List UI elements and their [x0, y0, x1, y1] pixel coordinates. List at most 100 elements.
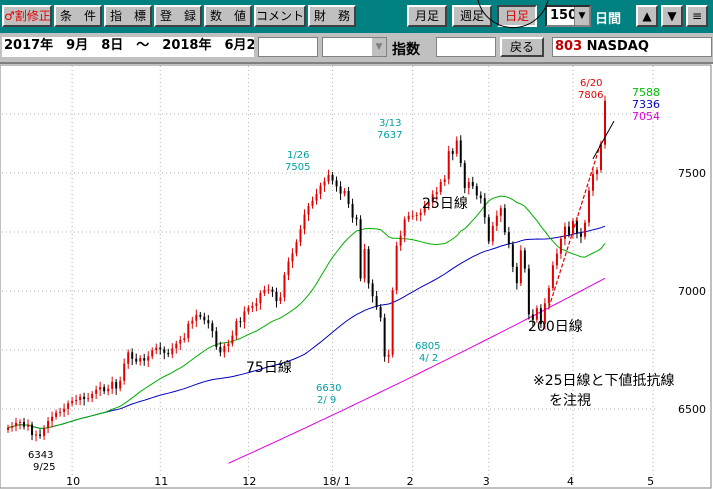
low-apr-date: 4/ 2 — [419, 353, 438, 364]
chevron-down-icon[interactable]: ▼ — [372, 38, 386, 56]
candle-body — [183, 338, 186, 340]
candle-body — [391, 290, 394, 355]
date-range-field[interactable]: 2017年 9月 8日 ～ 2018年 6月22日 — [2, 37, 254, 57]
candle-body — [315, 194, 318, 201]
candle-body — [215, 331, 218, 347]
scroll-up-button[interactable]: ▲ — [636, 5, 658, 27]
candle-body — [343, 190, 346, 194]
candle-body — [135, 358, 138, 362]
candle-body — [499, 208, 502, 216]
symbol-field[interactable]: 803 NASDAQ — [552, 37, 712, 57]
candle-body — [11, 425, 14, 428]
candle-body — [247, 307, 250, 312]
candle-body — [359, 219, 362, 279]
candle-body — [515, 266, 518, 284]
low-start-date: 9/25 — [33, 462, 55, 473]
candle-body — [355, 217, 358, 220]
candle-body — [451, 151, 454, 154]
candle-body — [79, 396, 82, 401]
candle-body — [443, 179, 446, 182]
candle-body — [591, 174, 594, 191]
x-tick-label: 12 — [242, 475, 256, 488]
high-jun-value: 7806 — [578, 90, 603, 101]
candle-body — [507, 232, 510, 245]
values-button[interactable]: 数 値 — [204, 5, 252, 27]
monthly-button[interactable]: 月足 — [407, 5, 447, 27]
candle-body — [283, 274, 286, 298]
candle-body — [55, 412, 58, 417]
scroll-down-button[interactable]: ▼ — [661, 5, 683, 27]
candle-body — [523, 250, 526, 269]
candle-body — [75, 400, 78, 402]
candle-body — [331, 174, 334, 181]
condition-button[interactable]: 条 件 — [54, 5, 102, 27]
candle-body — [275, 291, 278, 302]
candle-body — [347, 190, 350, 204]
candle-body — [419, 212, 422, 216]
back-button[interactable]: 戻る — [500, 37, 544, 57]
candle-body — [599, 144, 602, 170]
index-field[interactable] — [436, 37, 496, 57]
candlestick-series — [7, 95, 606, 442]
candle-body — [223, 345, 226, 353]
daily-button[interactable]: 日足 — [497, 5, 537, 27]
note-line-2: を注視 — [549, 393, 591, 409]
candle-body — [543, 303, 546, 325]
candle-body — [519, 250, 522, 284]
candle-body — [479, 195, 482, 199]
candle-body — [239, 321, 242, 323]
comment-button[interactable]: コメント — [254, 5, 306, 27]
candle-body — [263, 289, 266, 294]
candle-body — [99, 387, 102, 390]
main-toolbar: ♂割修正 条 件 指 標 登 録 数 値 コメント 財 務 月足 週足 日足 1… — [0, 0, 713, 33]
candle-body — [159, 347, 162, 350]
candle-body — [467, 181, 470, 189]
split-adjust-button[interactable]: ♂割修正 — [2, 5, 52, 27]
candle-body — [43, 427, 46, 436]
menu-button[interactable]: ≡ — [686, 5, 708, 27]
candle-body — [291, 253, 294, 262]
option-select[interactable]: ▼ — [322, 37, 387, 57]
candle-body — [295, 242, 298, 254]
period-count-value: 150 — [550, 8, 578, 23]
candle-body — [67, 403, 70, 409]
low-feb-date: 2/ 9 — [317, 395, 336, 406]
y-tick-label: 6500 — [678, 403, 706, 416]
candle-body — [604, 100, 606, 145]
candle-body — [243, 311, 246, 323]
symbol-name: NASDAQ — [586, 39, 649, 54]
candle-body — [123, 363, 126, 381]
candle-body — [171, 348, 174, 355]
legend-ma25: 7588 — [632, 86, 660, 99]
high-jan-date: 1/26 — [287, 150, 309, 161]
candle-body — [395, 245, 398, 291]
register-button[interactable]: 登 録 — [154, 5, 202, 27]
candle-body — [139, 358, 142, 362]
candle-body — [227, 343, 230, 346]
candle-body — [195, 314, 198, 321]
support-line — [548, 120, 615, 308]
candle-body — [415, 215, 418, 217]
candle-body — [47, 421, 50, 428]
indicator-button[interactable]: 指 標 — [104, 5, 152, 27]
period-unit-label: 日間 — [595, 12, 622, 27]
blank-field[interactable] — [258, 37, 318, 57]
y-tick-label: 7000 — [678, 285, 706, 298]
chevron-down-icon[interactable]: ▼ — [574, 7, 589, 25]
period-count-select[interactable]: 150 ▼ — [545, 5, 591, 27]
candle-body — [131, 352, 134, 359]
candle-body — [147, 356, 150, 361]
candle-body — [111, 381, 114, 389]
x-tick-label: 3 — [483, 475, 490, 488]
candle-body — [351, 203, 354, 218]
candle-body — [511, 244, 514, 267]
candle-body — [527, 268, 530, 315]
candle-body — [503, 208, 506, 233]
candle-body — [379, 307, 382, 318]
menu-icon: ≡ — [691, 9, 703, 23]
candle-body — [83, 396, 86, 400]
candle-body — [367, 248, 370, 284]
financial-button[interactable]: 財 務 — [308, 5, 356, 27]
note-line-1: ※25日線と下値抵抗線 — [533, 373, 675, 389]
